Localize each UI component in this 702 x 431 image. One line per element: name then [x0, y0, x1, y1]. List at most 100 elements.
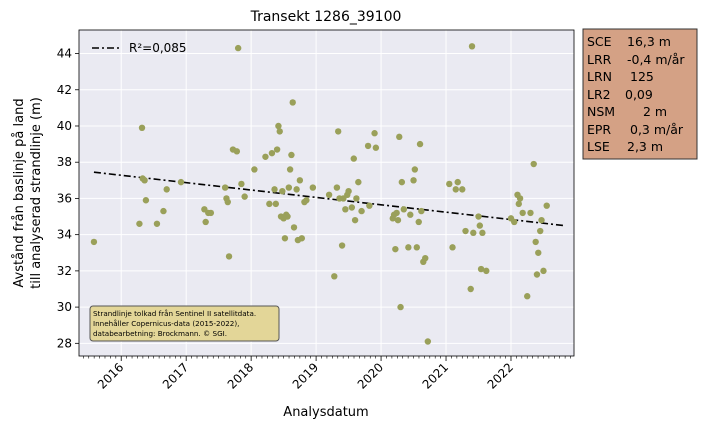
data-point [284, 213, 291, 220]
data-point [533, 271, 541, 278]
data-point [350, 155, 357, 162]
grid [79, 30, 574, 356]
data-point [358, 207, 365, 215]
data-point [351, 216, 359, 224]
stats-value-lr2: 0,09 [625, 87, 653, 102]
data-point [136, 220, 143, 227]
data-point [449, 244, 456, 251]
data-point [163, 186, 170, 193]
data-point [221, 184, 229, 191]
data-point [468, 43, 476, 50]
data-point [241, 193, 248, 200]
data-point [477, 265, 485, 273]
note-line: databearbetning: Brockmann. © SGI. [93, 329, 227, 338]
y-tick-label: 30 [57, 300, 72, 314]
data-point [281, 235, 289, 242]
data-point [275, 122, 282, 130]
data-point [396, 133, 403, 141]
data-point [90, 238, 98, 246]
data-point [519, 209, 526, 217]
data-point [225, 253, 233, 260]
data-point [138, 124, 146, 131]
attribution-note: Strandlinje tolkad från Sentinel II sate… [89, 305, 280, 342]
data-point [371, 130, 378, 137]
x-axis: 2016 2017 2018 2019 2020 2021 2022 [83, 356, 571, 392]
x-tick-label: 2019 [290, 360, 321, 391]
data-point [515, 200, 522, 208]
data-point [476, 222, 484, 229]
y-tick-label: 42 [57, 83, 72, 97]
data-point [141, 177, 148, 184]
data-point [142, 197, 150, 204]
chart-title: Transekt 1286_39100 [250, 9, 402, 25]
data-point [470, 229, 477, 237]
stats-label-lrn: LRN [587, 69, 612, 84]
data-point [272, 200, 280, 208]
x-tick-label: 2018 [225, 360, 256, 391]
stats-value-lrr: -0,4 m/år [627, 52, 685, 67]
data-point [530, 160, 537, 168]
data-point [286, 166, 294, 173]
data-point [459, 186, 466, 193]
data-point [527, 209, 534, 217]
stats-box-bg [582, 28, 698, 160]
note-line: Innehåller Copernicus-data (2015-2022), [93, 319, 239, 328]
y-tick-label: 38 [57, 155, 72, 169]
data-point [413, 244, 420, 251]
x-tick-label: 2016 [95, 360, 126, 391]
stats-value-lrn: 125 [630, 69, 654, 84]
data-point [266, 200, 273, 208]
data-point [290, 224, 298, 231]
stats-value-epr: 0,3 m/år [630, 122, 684, 137]
data-point [342, 206, 349, 213]
data-point [293, 186, 300, 193]
note-line: Strandlinje tolkad från Sentinel II sate… [93, 309, 256, 318]
points-group [90, 43, 550, 345]
y-axis-title-line-2: till analyserad strandlinje (m) [29, 97, 44, 289]
data-point [345, 187, 352, 195]
plot-frame [78, 29, 575, 357]
data-point [238, 180, 245, 188]
data-point [177, 178, 185, 186]
stats-label-lse: LSE [587, 139, 610, 154]
data-point [538, 216, 545, 224]
data-point [452, 186, 459, 193]
data-point [405, 244, 412, 251]
data-point [535, 249, 542, 256]
data-point [483, 267, 490, 275]
data-point [273, 146, 281, 153]
data-point [532, 238, 539, 246]
data-point [410, 177, 417, 184]
data-point [234, 44, 242, 52]
data-point [285, 184, 293, 191]
data-point [462, 227, 469, 235]
trend-group [93, 171, 565, 227]
data-point [454, 178, 461, 186]
y-tick-label: 28 [57, 336, 72, 350]
data-point [160, 207, 167, 215]
y-axis-title-line-1: Avstånd från baslinje på land [12, 98, 27, 287]
stats-value-nsm: 2 m [643, 104, 667, 119]
stats-label-lr2: LR2 [587, 87, 611, 102]
data-point [511, 218, 518, 226]
data-point [407, 211, 414, 218]
legend: R²=0,085 [92, 41, 187, 55]
data-point [279, 187, 286, 195]
data-point [392, 245, 399, 253]
data-point [262, 153, 269, 160]
data-point [271, 186, 278, 193]
data-point [372, 144, 380, 151]
data-point [348, 204, 356, 211]
data-point [276, 128, 283, 135]
data-point [333, 184, 341, 191]
data-point [524, 293, 531, 300]
data-point [418, 207, 425, 215]
data-point [479, 229, 486, 237]
y-tick-label: 32 [57, 264, 72, 278]
data-point [207, 209, 215, 217]
data-point [422, 255, 429, 262]
data-point [416, 140, 424, 148]
data-point [364, 142, 372, 150]
data-point [334, 128, 342, 135]
x-tick-label: 2022 [485, 360, 516, 391]
